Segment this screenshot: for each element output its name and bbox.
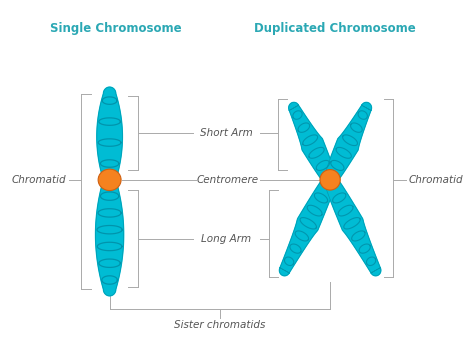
Polygon shape — [325, 102, 372, 183]
Polygon shape — [96, 180, 124, 296]
Ellipse shape — [98, 169, 121, 191]
Text: Sister chromatids: Sister chromatids — [174, 320, 265, 329]
Text: Long Arm: Long Arm — [201, 234, 252, 244]
Text: Chromatid: Chromatid — [409, 175, 464, 185]
Polygon shape — [279, 177, 336, 276]
Text: Short Arm: Short Arm — [200, 128, 253, 138]
Polygon shape — [325, 177, 381, 276]
Text: Centromere: Centromere — [196, 175, 258, 185]
Text: Chromatid: Chromatid — [11, 175, 66, 185]
Text: Duplicated Chromosome: Duplicated Chromosome — [254, 22, 415, 35]
Text: Single Chromosome: Single Chromosome — [50, 22, 182, 35]
Polygon shape — [97, 87, 122, 180]
Polygon shape — [289, 102, 336, 183]
Ellipse shape — [320, 170, 340, 190]
